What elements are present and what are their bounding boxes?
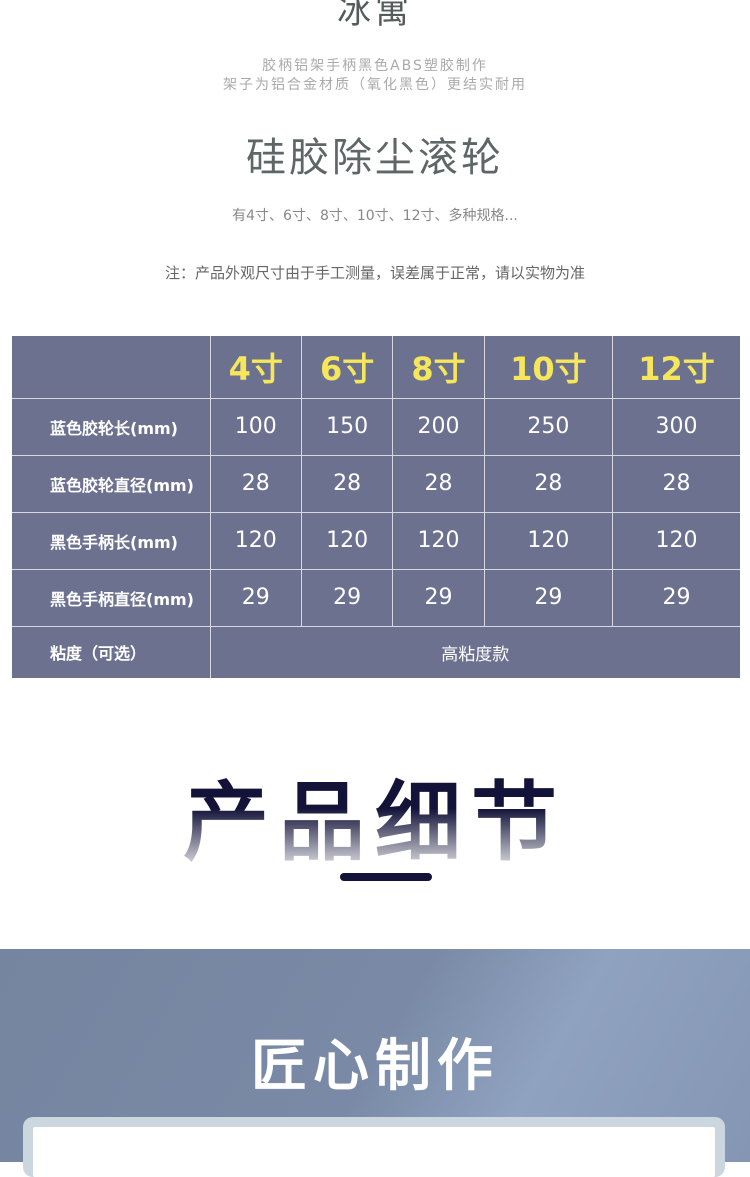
row-label: 蓝色胶轮直径(mm) <box>12 454 211 513</box>
row-label: 粘度（可选） <box>12 625 211 678</box>
image-frame <box>23 1117 725 1177</box>
craft-section: 匠心制作 <box>0 949 750 1177</box>
cell: 120 <box>300 511 394 570</box>
cell: 300 <box>612 397 740 456</box>
cell: 250 <box>483 397 614 456</box>
table-row: 蓝色胶轮直径(mm) 28 28 28 28 28 <box>12 454 740 513</box>
measurement-note: 注：产品外观尺寸由于手工测量，误差属于正常，请以实物为准 <box>164 264 585 282</box>
cell: 28 <box>612 454 740 513</box>
craft-title: 匠心制作 <box>251 1034 499 1099</box>
column-header: 6寸 <box>300 336 394 399</box>
spec-table: 4寸 6寸 8寸 10寸 12寸 蓝色胶轮长(mm) 100 150 200 2… <box>12 336 740 678</box>
cell: 120 <box>483 511 614 570</box>
image-placeholder <box>33 1127 715 1177</box>
cell: 120 <box>392 511 485 570</box>
cell: 29 <box>612 568 740 627</box>
row-label: 黑色手柄直径(mm) <box>12 568 211 627</box>
table-row: 黑色手柄直径(mm) 29 29 29 29 29 <box>12 568 740 627</box>
column-header: 4寸 <box>209 336 302 399</box>
row-label: 蓝色胶轮长(mm) <box>12 397 211 456</box>
table-header-row: 4寸 6寸 8寸 10寸 12寸 <box>12 336 740 399</box>
cell: 200 <box>392 397 485 456</box>
cell: 28 <box>300 454 394 513</box>
cell: 120 <box>612 511 740 570</box>
table-row: 黑色手柄长(mm) 120 120 120 120 120 <box>12 511 740 570</box>
title-underline <box>340 873 432 881</box>
column-header: 12寸 <box>612 336 740 399</box>
description-line-2: 架子为铝合金材质（氧化黑色）更结实耐用 <box>223 77 527 93</box>
cell: 28 <box>392 454 485 513</box>
cell: 150 <box>300 397 394 456</box>
description-line-1: 胶柄铝架手柄黑色ABS塑胶制作 <box>262 58 488 74</box>
cell: 28 <box>209 454 302 513</box>
product-name: 硅胶除尘滚轮 <box>246 135 504 181</box>
cell: 29 <box>300 568 394 627</box>
column-header: 10寸 <box>483 336 614 399</box>
corner-cell <box>12 336 211 399</box>
sizes-text: 有4寸、6寸、8寸、10寸、12寸、多种规格... <box>232 208 518 224</box>
cell: 28 <box>483 454 614 513</box>
section-title-product-details: 产品细节 <box>0 752 750 877</box>
table-row-viscosity: 粘度（可选） 高粘度款 <box>12 625 740 678</box>
column-header: 8寸 <box>392 336 485 399</box>
cell: 29 <box>392 568 485 627</box>
cell: 29 <box>209 568 302 627</box>
cell: 100 <box>209 397 302 456</box>
viscosity-value: 高粘度款 <box>209 625 740 678</box>
top-title: 冰寓 <box>337 0 413 32</box>
row-label: 黑色手柄长(mm) <box>12 511 211 570</box>
cell: 29 <box>483 568 614 627</box>
table-row: 蓝色胶轮长(mm) 100 150 200 250 300 <box>12 397 740 456</box>
cell: 120 <box>209 511 302 570</box>
